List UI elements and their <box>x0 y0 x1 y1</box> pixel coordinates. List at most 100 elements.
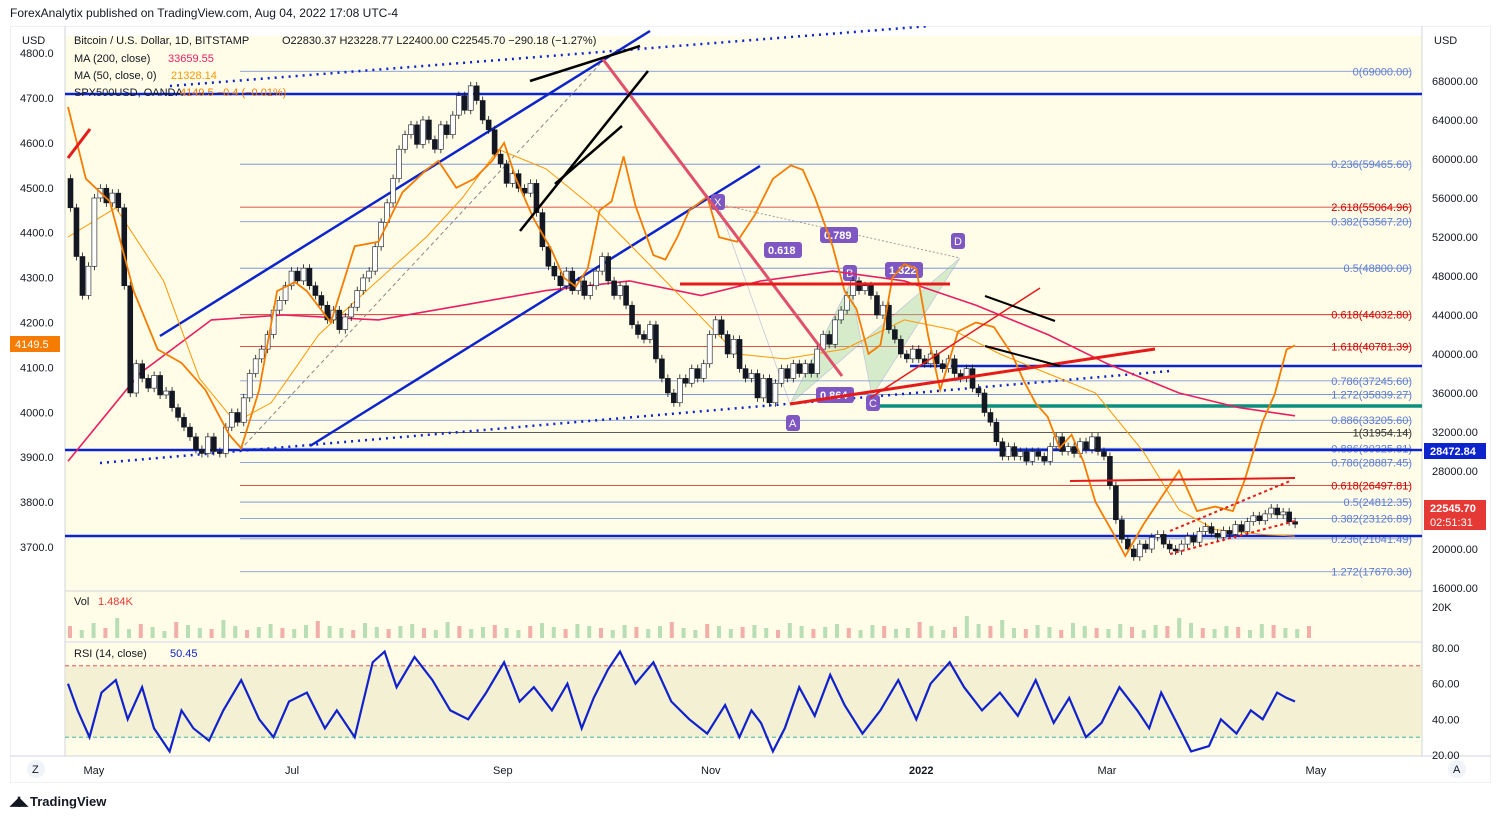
candle-body <box>1065 446 1071 452</box>
candle-body <box>748 373 755 379</box>
x-axis-tick: May <box>84 765 105 777</box>
candle-body <box>1238 524 1245 532</box>
volume-bar <box>363 623 367 638</box>
chart-svg[interactable]: 0(69000.00) 0.236(59465.60) 2.618(55064.96… <box>9 24 1492 784</box>
candle-body <box>414 124 420 145</box>
volume-bar <box>894 629 898 638</box>
candle-body <box>1131 548 1137 558</box>
candle-body <box>234 412 241 423</box>
candle-body <box>868 285 874 296</box>
volume-bar <box>717 626 721 638</box>
pattern-point-badge <box>786 415 800 431</box>
right-axis-tick: 52000.00 <box>1432 232 1478 244</box>
candle-body <box>993 421 1000 443</box>
trend-annotations <box>66 44 1296 555</box>
volume-bar <box>504 628 509 638</box>
candle-body <box>1220 530 1227 538</box>
rsi-label: RSI (14, close) <box>74 648 147 660</box>
scale-z-button[interactable]: Z <box>27 760 45 778</box>
legend-ohlc: O22830.37 H23228.77 L22400.00 C22545.70 … <box>282 35 596 47</box>
dotted-trend <box>169 24 931 88</box>
right-current-value: 22545.70 <box>1430 503 1476 515</box>
volume-bar <box>1082 626 1087 638</box>
footer-brand[interactable]: ◢◣ TradingView <box>10 793 106 809</box>
candle-body <box>533 183 540 213</box>
red-channel <box>1169 480 1291 532</box>
volume-bar <box>764 628 769 638</box>
candle-body <box>718 319 725 335</box>
black-trend <box>529 44 641 83</box>
volume-bar <box>186 625 190 638</box>
footer-brand-text: TradingView <box>30 793 107 809</box>
legend-ma50-value: 21328.14 <box>171 70 217 82</box>
candle-body <box>1202 526 1209 532</box>
volume-bar <box>1189 623 1193 638</box>
candle-body <box>915 348 922 360</box>
right-axis-label: USD <box>1434 35 1457 47</box>
left-axis-tick: 3700.0 <box>20 542 54 554</box>
x-axis-tick: Jul <box>285 765 299 777</box>
candle-body <box>1089 436 1095 450</box>
candle-body <box>629 304 635 326</box>
candle-body <box>1101 451 1107 457</box>
candle-body <box>1256 515 1263 522</box>
volume-bar <box>115 618 120 638</box>
pattern-point-label: A <box>789 418 797 430</box>
spx-overlay <box>67 106 1296 558</box>
volume-bar <box>988 626 993 638</box>
volume-bar <box>882 626 887 638</box>
volume-bar <box>575 624 580 638</box>
volume-bar <box>339 628 344 638</box>
rsi-pane <box>65 649 1422 755</box>
candle-body <box>1035 451 1042 457</box>
candle-body <box>1286 511 1292 523</box>
legend: Bitcoin / U.S. Dollar, 1D, BITSTAMP O228… <box>74 35 596 99</box>
pattern-ratio-label: 0.618 <box>768 245 796 257</box>
volume-bar <box>256 627 261 638</box>
chart-container[interactable]: 0(69000.00) 0.236(59465.60) 2.618(55064.96… <box>9 24 1492 784</box>
candle-body <box>545 246 552 267</box>
candle-body <box>109 192 116 204</box>
candle-body <box>372 246 378 272</box>
candle-body <box>438 124 444 150</box>
volume-bar <box>410 624 415 638</box>
candle-body <box>587 285 594 296</box>
axes: 4800.0 4700.0 4600.0 4500.0 4400.0 4300.0 4200… <box>20 48 1478 777</box>
right-axis-tick: 16000.00 <box>1432 583 1478 595</box>
volume-bar <box>1212 629 1217 638</box>
candle-body <box>605 256 611 282</box>
candle-body <box>240 397 247 423</box>
volume-bar <box>1141 630 1146 638</box>
candle-body <box>671 392 677 404</box>
volume-bar <box>622 625 627 638</box>
right-axis-tick: 68000.00 <box>1432 76 1478 88</box>
candle-body <box>187 426 193 438</box>
volume-bar <box>752 625 757 638</box>
candle-body <box>987 412 994 423</box>
scale-a-button[interactable]: A <box>1448 760 1466 778</box>
candle-body <box>551 265 558 277</box>
candle-body <box>850 280 856 296</box>
candle-body <box>402 134 408 150</box>
volume-bar <box>1153 625 1158 638</box>
candle-body <box>838 309 844 321</box>
red-level <box>1069 477 1296 482</box>
candle-body <box>1107 456 1113 486</box>
candle-body <box>874 295 880 316</box>
volume-bar <box>858 630 863 638</box>
candle-body <box>790 363 797 379</box>
volume-bar <box>292 629 297 638</box>
candle-body <box>742 368 749 379</box>
candle-body <box>1047 446 1053 462</box>
volume-bar <box>1307 626 1311 638</box>
black-trend <box>519 70 649 232</box>
right-axis-tick: 64000.00 <box>1432 115 1478 127</box>
volume-bar <box>1259 624 1264 638</box>
left-axis-tick: 4600.0 <box>20 138 54 150</box>
volume-bar <box>563 629 568 638</box>
black-trend <box>554 125 623 185</box>
legend-spx-name: SPX500USD, OANDA <box>74 87 183 99</box>
candle-body <box>706 334 713 365</box>
fib-label: 2.618(55064.96) <box>1331 202 1412 214</box>
volume-bar <box>1130 627 1134 638</box>
